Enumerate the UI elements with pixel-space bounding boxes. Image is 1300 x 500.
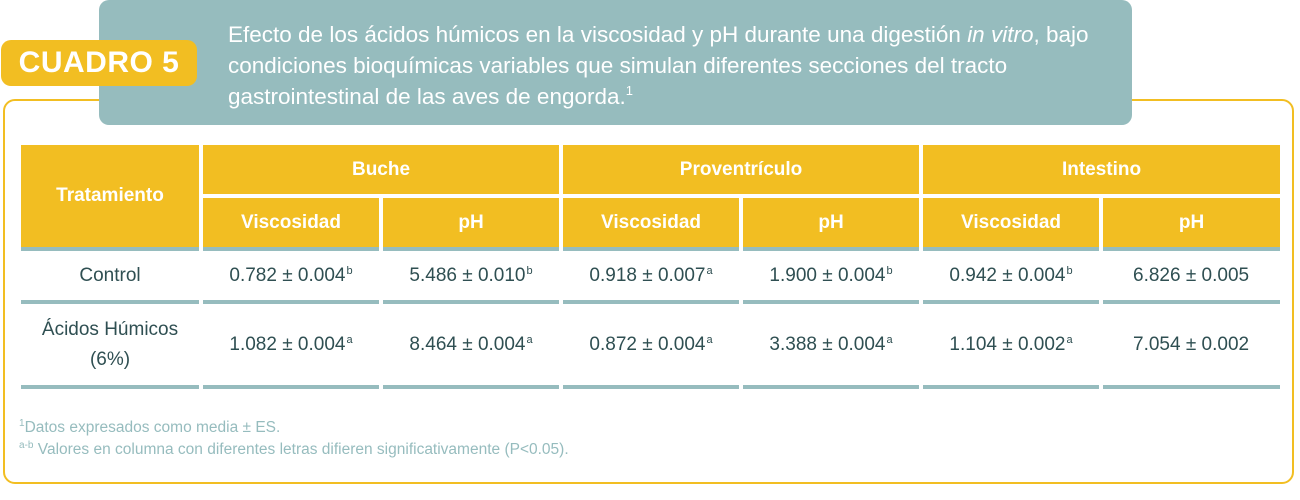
table-row-control: Control 0.782 ± 0.004b 5.486 ± 0.010b 0.… [21,251,1281,304]
title-part-2: , bajo condiciones bioquímicas variables… [228,22,1089,109]
table-cell: 0.782 ± 0.004b [203,251,379,304]
table-cell: 3.388 ± 0.004a [743,304,920,389]
title-italic: in vitro [967,22,1034,47]
header-group-buche: Buche [203,145,560,198]
subheader-buche-viscosidad: Viscosidad [203,198,379,251]
subheader-intestino-ph: pH [1103,198,1281,251]
table-title: Efecto de los ácidos húmicos en la visco… [228,19,1118,112]
results-table: Tratamiento Buche Proventrículo Intestin… [17,145,1284,389]
footnotes: 1Datos expresados como media ± ES. a-b V… [19,417,569,461]
footnote-1: 1Datos expresados como media ± ES. [19,418,281,437]
subheader-intestino-viscosidad: Viscosidad [923,198,1100,251]
title-part-1: Efecto de los ácidos húmicos en la visco… [228,22,968,47]
table-cell: 1.900 ± 0.004b [743,251,920,304]
table-cell: 5.486 ± 0.010b [383,251,560,304]
subheader-buche-ph: pH [383,198,560,251]
table-cell: 1.104 ± 0.002a [923,304,1100,389]
table-row-acidos-humicos: Ácidos Húmicos (6%) 1.082 ± 0.004a 8.464… [21,304,1281,389]
table-cell: 1.082 ± 0.004a [203,304,379,389]
title-footnote-mark: 1 [625,83,633,98]
footnote-2: a-b Valores en columna con diferentes le… [19,440,569,459]
header-group-intestino: Intestino [923,145,1281,198]
table-cell: 6.826 ± 0.005 [1103,251,1281,304]
table-cell: 8.464 ± 0.004a [383,304,560,389]
table-cell: 0.918 ± 0.007a [563,251,740,304]
table-number-badge: CUADRO 5 [1,40,197,86]
row-label: Control [21,251,199,304]
table-cell: 7.054 ± 0.002 [1103,304,1281,389]
subheader-proventriculo-ph: pH [743,198,920,251]
header-tratamiento: Tratamiento [21,145,199,251]
table-cell: 0.942 ± 0.004b [923,251,1100,304]
row-label: Ácidos Húmicos (6%) [21,304,199,389]
title-box [99,0,1132,125]
header-group-proventriculo: Proventrículo [563,145,920,198]
subheader-proventriculo-viscosidad: Viscosidad [563,198,740,251]
table-cell: 0.872 ± 0.004a [563,304,740,389]
